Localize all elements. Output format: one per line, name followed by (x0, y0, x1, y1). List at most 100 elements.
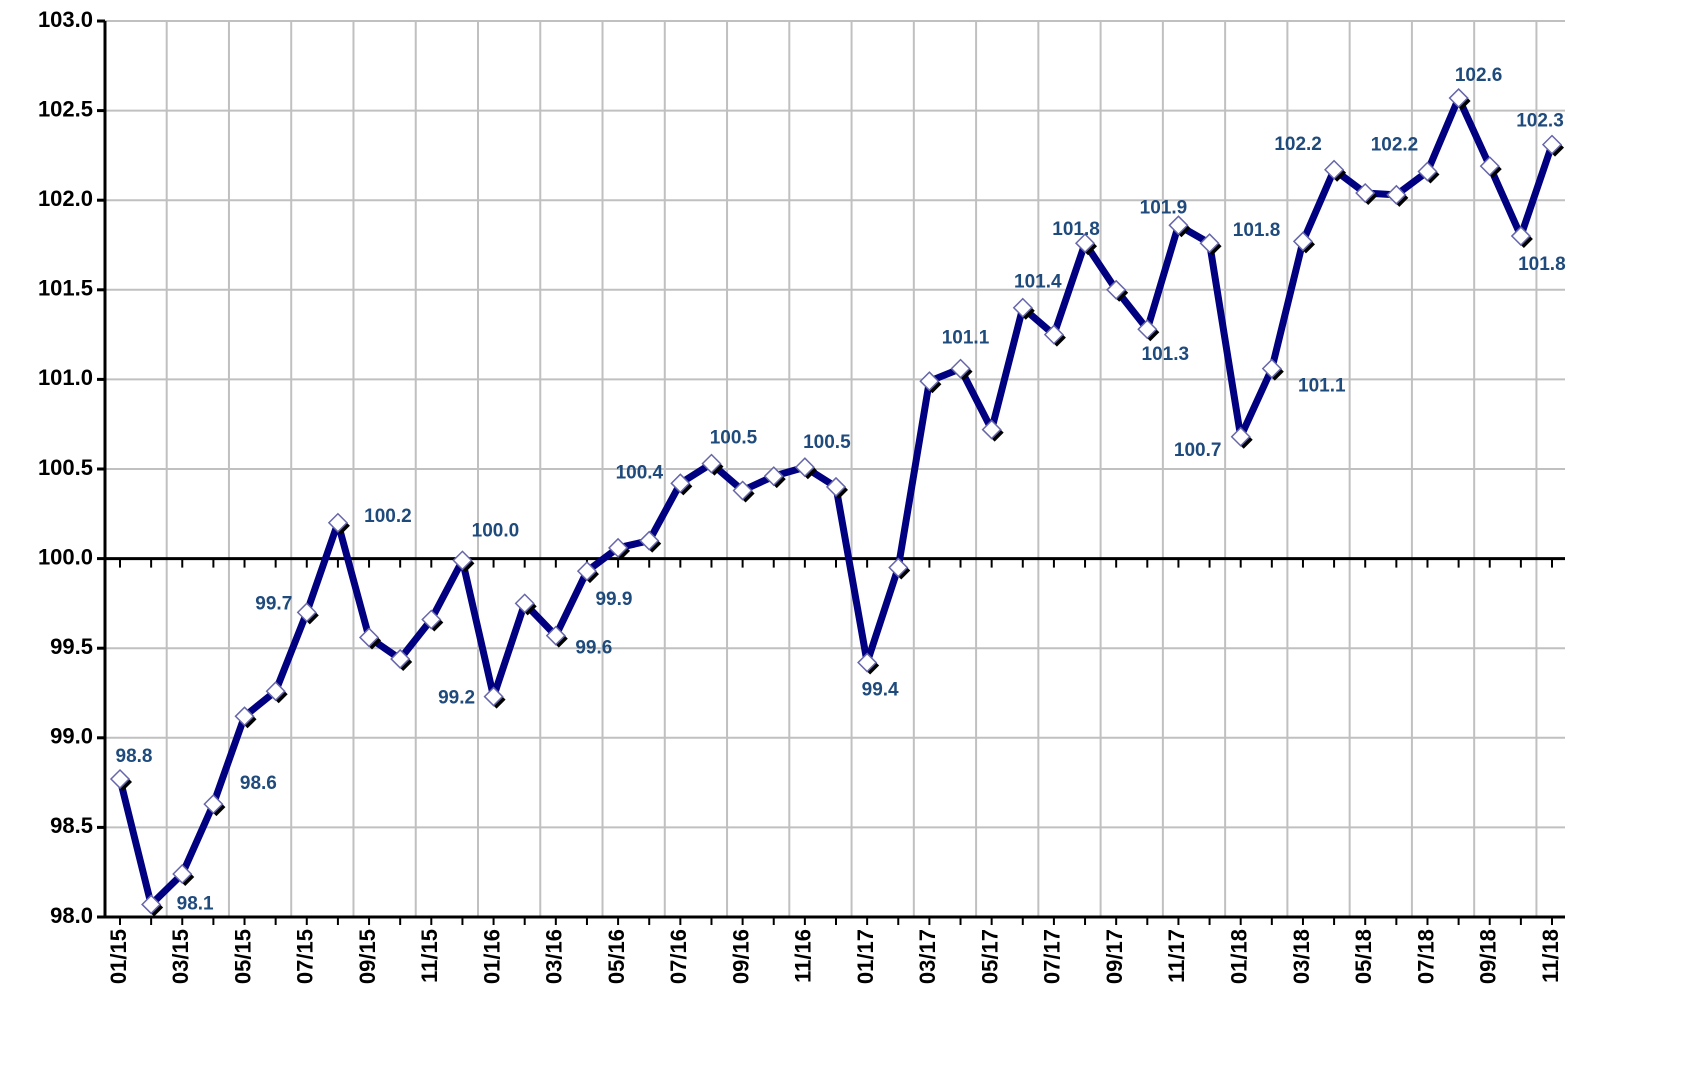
y-tick-label: 100.5 (38, 455, 93, 480)
marker (390, 648, 411, 670)
x-tick-label: 03/16 (542, 929, 567, 984)
marker (234, 706, 255, 727)
series-line (116, 94, 1556, 908)
y-tick-label: 103.0 (38, 7, 93, 32)
marker (1012, 297, 1033, 318)
marker (1292, 231, 1314, 252)
value-label: 100.7 (1174, 440, 1222, 461)
x-tick-label: 05/18 (1351, 929, 1376, 984)
x-tick-label: 01/17 (853, 929, 878, 984)
y-tick-label: 99.5 (50, 634, 93, 659)
marker (1324, 159, 1345, 180)
marker (1074, 233, 1096, 254)
y-tick-label: 98.5 (50, 813, 93, 838)
marker (857, 652, 878, 673)
value-label: 99.6 (575, 638, 612, 659)
marker (576, 561, 598, 582)
x-tick-label: 07/16 (666, 929, 691, 984)
marker (1510, 225, 1531, 247)
x-tick-label: 11/18 (1538, 929, 1563, 983)
x-tick-label: 07/17 (1040, 929, 1065, 984)
value-label: 99.7 (255, 593, 292, 614)
value-label: 101.1 (1298, 376, 1346, 397)
marker (763, 466, 784, 487)
x-tick-label: 05/16 (604, 929, 629, 984)
value-label: 101.1 (942, 328, 990, 349)
marker (1448, 87, 1469, 109)
value-label: 101.8 (1233, 220, 1281, 241)
y-tick-label: 102.5 (38, 96, 93, 121)
marker (1043, 324, 1064, 345)
marker (141, 894, 162, 915)
x-tick-label: 05/17 (977, 929, 1002, 984)
x-tick-label: 03/15 (168, 929, 193, 984)
marker (421, 609, 442, 630)
value-label: 99.2 (438, 688, 475, 709)
marker (639, 530, 660, 551)
marker (950, 358, 971, 379)
value-label: 98.8 (116, 746, 153, 767)
value-label: 100.5 (803, 432, 851, 453)
x-tick-label: 01/15 (106, 929, 131, 984)
y-tick-label: 99.0 (50, 724, 93, 749)
value-label: 101.4 (1014, 272, 1062, 293)
marker (670, 473, 691, 494)
value-label: 100.5 (710, 428, 758, 449)
marker (514, 593, 535, 614)
marker (732, 480, 753, 501)
marker (1355, 182, 1376, 204)
value-label: 101.9 (1140, 197, 1188, 218)
marker (1168, 215, 1189, 236)
value-label: 101.3 (1142, 344, 1190, 365)
x-tick-label: 11/17 (1164, 929, 1189, 983)
value-label: 102.2 (1274, 134, 1322, 155)
marker (1541, 134, 1563, 155)
value-label: 100.2 (364, 506, 412, 527)
value-label: 100.4 (616, 462, 664, 483)
marker (1386, 184, 1407, 205)
x-tick-label: 07/18 (1413, 929, 1438, 984)
marker (265, 681, 286, 702)
y-tick-label: 101.5 (38, 276, 93, 301)
marker (701, 453, 722, 474)
y-tick-label: 101.0 (38, 365, 93, 390)
value-label: 101.8 (1052, 219, 1100, 240)
value-label: 100.0 (472, 520, 520, 541)
value-label: 102.2 (1371, 135, 1419, 156)
x-tick-label: 01/18 (1227, 929, 1252, 984)
value-label: 99.4 (862, 680, 899, 701)
value-label: 98.1 (177, 893, 214, 914)
marker (608, 537, 629, 558)
marker (327, 512, 348, 533)
marker (296, 602, 317, 623)
marker (358, 627, 380, 648)
x-tick-label: 07/15 (293, 929, 318, 984)
marker (1230, 426, 1251, 447)
marker (794, 457, 815, 478)
value-label: 102.3 (1516, 111, 1564, 132)
x-tick-label: 05/15 (230, 929, 255, 984)
y-tick-label: 102.0 (38, 186, 93, 211)
value-label: 101.8 (1518, 254, 1566, 275)
value-label: 99.9 (595, 589, 632, 610)
value-label: 98.6 (240, 773, 277, 794)
x-tick-label: 11/15 (417, 929, 442, 983)
marker (1261, 358, 1282, 379)
marker (172, 863, 193, 885)
marker (981, 419, 1002, 440)
x-tick-label: 09/16 (728, 929, 753, 984)
marker (452, 550, 473, 571)
marker (483, 686, 504, 707)
marker (825, 476, 847, 497)
x-tick-label: 11/16 (791, 929, 816, 983)
x-tick-label: 01/16 (479, 929, 504, 984)
x-tick-label: 09/18 (1476, 929, 1501, 984)
marker (888, 557, 909, 578)
x-tick-label: 09/17 (1102, 929, 1127, 984)
x-tick-label: 03/17 (915, 929, 940, 984)
marker (109, 768, 131, 790)
value-label: 102.6 (1455, 65, 1503, 86)
marker (1479, 156, 1500, 177)
marker (545, 625, 566, 646)
